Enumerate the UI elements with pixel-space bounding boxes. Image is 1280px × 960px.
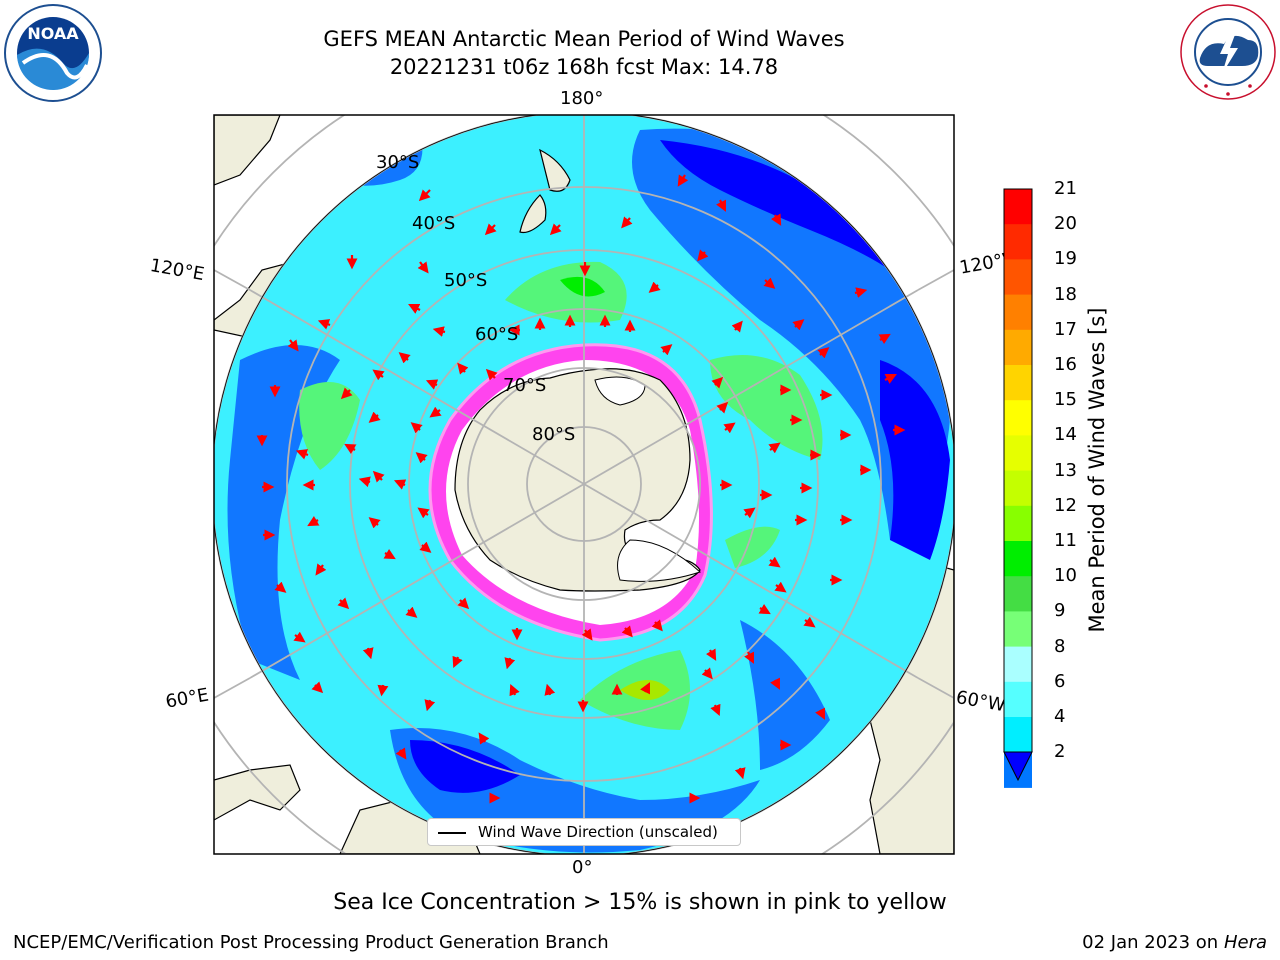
- chart-subtitle: 20221231 t06z 168h fcst Max: 14.78: [389, 55, 779, 79]
- footer-right: 02 Jan 2023 on Hera: [1082, 932, 1267, 953]
- colorbar-tick-label: 15: [1054, 389, 1077, 411]
- lon-label-180: 180°: [560, 88, 604, 109]
- colorbar-tick-label: 19: [1054, 248, 1077, 270]
- lat-label-70s: 70°S: [503, 375, 547, 396]
- colorbar-band: [1004, 470, 1032, 507]
- colorbar-band: [1004, 646, 1032, 683]
- colorbar-tick-label: 4: [1054, 706, 1066, 727]
- colorbar-tick-label: 16: [1054, 354, 1077, 375]
- lat-label-60s: 60°S: [475, 324, 519, 345]
- colorbar: [1003, 188, 1033, 788]
- colorbar-tick-label: 2: [1054, 741, 1066, 763]
- lat-label-80s: 80°S: [532, 424, 576, 445]
- lat-label-50s: 50°S: [444, 270, 488, 291]
- colorbar-band: [1004, 681, 1032, 718]
- colorbar-tick-label: 14: [1054, 424, 1077, 446]
- colorbar-tick-label: 18: [1054, 283, 1077, 305]
- map-legend: Wind Wave Direction (unscaled): [427, 818, 741, 846]
- colorbar-band: [1004, 400, 1032, 436]
- lon-label-0: 0°: [572, 857, 593, 878]
- lat-label-30s: 30°S: [376, 152, 420, 173]
- colorbar-tick-label: 8: [1054, 635, 1066, 657]
- colorbar-band: [1004, 541, 1032, 577]
- footer-host: Hera: [1223, 932, 1267, 953]
- colorbar-band: [1004, 329, 1032, 366]
- colorbar-band: [1004, 224, 1032, 260]
- svg-text:NOAA: NOAA: [27, 24, 79, 43]
- footer-date: 02 Jan 2023 on: [1082, 932, 1224, 953]
- colorbar-band: [1004, 576, 1032, 612]
- colorbar-tick-label: 11: [1054, 530, 1077, 551]
- legend-label: Wind Wave Direction (unscaled): [478, 823, 718, 841]
- colorbar-tick-label: 10: [1054, 565, 1077, 587]
- colorbar-tick-label: 20: [1054, 213, 1077, 235]
- footer-left: NCEP/EMC/Verification Post Processing Pr…: [13, 932, 609, 953]
- colorbar-tick-label: 17: [1054, 318, 1077, 340]
- colorbar-tick-label: 21: [1054, 178, 1077, 199]
- colorbar-band: [1004, 365, 1032, 401]
- colorbar-tick-label: 6: [1054, 670, 1066, 692]
- colorbar-band: [1004, 189, 1032, 225]
- colorbar-band: [1004, 717, 1032, 753]
- colorbar-label: Mean Period of Wind Waves [s]: [1085, 307, 1109, 633]
- colorbar-band: [1004, 611, 1032, 648]
- colorbar-tick-label: 13: [1054, 459, 1077, 481]
- lat-label-40s: 40°S: [412, 213, 456, 234]
- sea-ice-annotation: Sea Ice Concentration > 15% is shown in …: [333, 890, 947, 915]
- colorbar-band: [1004, 435, 1032, 472]
- colorbar-band: [1004, 505, 1032, 542]
- colorbar-tick-label: 12: [1054, 494, 1077, 516]
- colorbar-band: [1004, 259, 1032, 296]
- colorbar-tick-label: 9: [1054, 600, 1066, 622]
- colorbar-band: [1004, 294, 1032, 331]
- legend-line-swatch: [438, 832, 466, 834]
- chart-title: GEFS MEAN Antarctic Mean Period of Wind …: [323, 27, 845, 51]
- noaa-logo-icon: NOAA: [4, 4, 102, 102]
- nws-logo-icon: [1180, 4, 1276, 100]
